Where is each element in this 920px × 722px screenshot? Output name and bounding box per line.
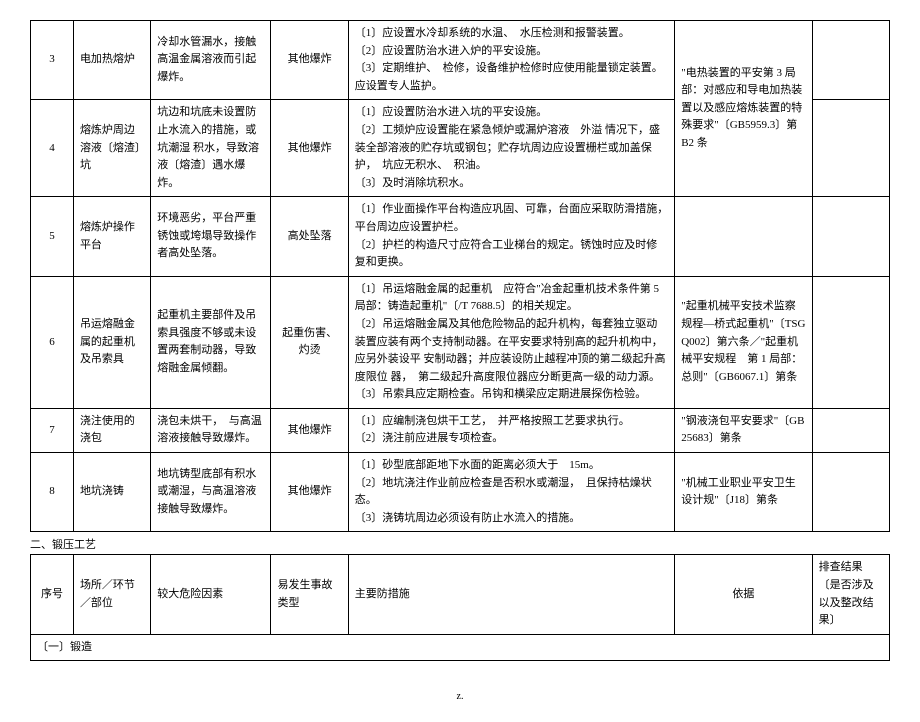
cell-type: 起重伤害、灼烫 xyxy=(271,276,348,408)
cell-result xyxy=(812,100,889,197)
sub-1: 〔一〕锻造 xyxy=(31,634,890,661)
cell-place: 电加热熔炉 xyxy=(73,21,150,100)
cell-measure: 〔1〕应设置防治水进入坑的平安设施。 〔2〕工频炉应设置能在紧急倾炉或漏炉溶液 … xyxy=(348,100,674,197)
hdr-num: 序号 xyxy=(31,555,74,634)
hdr-type: 易发生事故类型 xyxy=(271,555,348,634)
hdr-place: 场所／环节／部位 xyxy=(73,555,150,634)
cell-measure: 〔1〕吊运熔融金属的起重机 应符合"冶金起重机技术条件第 5 局部：铸造起重机"… xyxy=(348,276,674,408)
hdr-basis: 依据 xyxy=(675,555,812,634)
cell-num: 7 xyxy=(31,408,74,452)
cell-result xyxy=(812,453,889,532)
main-table: 3电加热熔炉冷却水管漏水，接触 高温金属溶液而引起爆炸。其他爆炸〔1〕应设置水冷… xyxy=(30,20,890,532)
cell-factor: 环境恶劣，平台严重锈蚀或垮塌导致操作者高处坠落。 xyxy=(151,197,271,276)
cell-num: 5 xyxy=(31,197,74,276)
cell-basis: "机械工业职业平安卫生设计规"〔J18〕第条 xyxy=(675,453,812,532)
cell-place: 熔炼炉操作平台 xyxy=(73,197,150,276)
hdr-result: 排查结果〔是否涉及以及整改结果〕 xyxy=(812,555,889,634)
cell-type: 其他爆炸 xyxy=(271,21,348,100)
cell-type: 其他爆炸 xyxy=(271,408,348,452)
cell-basis xyxy=(675,197,812,276)
cell-factor: 浇包未烘干， 与高温 溶液接触导致爆炸。 xyxy=(151,408,271,452)
cell-factor: 坑边和坑底未设置防止水流入的措施，或坑潮湿 积水，导致溶液〔熔渣〕遇水爆炸。 xyxy=(151,100,271,197)
hdr-measure: 主要防措施 xyxy=(348,555,674,634)
cell-place: 吊运熔融金属的起重机及吊索具 xyxy=(73,276,150,408)
cell-basis: "电热装置的平安第 3 局部：对感应和导电加热装置以及感应熔炼装置的特殊要求"〔… xyxy=(675,21,812,197)
cell-type: 其他爆炸 xyxy=(271,453,348,532)
table-row: 6吊运熔融金属的起重机及吊索具起重机主要部件及吊 索具强度不够或未设 置两套制动… xyxy=(31,276,890,408)
cell-place: 熔炼炉周边溶液〔熔渣〕坑 xyxy=(73,100,150,197)
cell-measure: 〔1〕作业面操作平台构造应巩固、可靠，台面应采取防滑措施， 平台周边应设置护栏。… xyxy=(348,197,674,276)
cell-place: 浇注使用的浇包 xyxy=(73,408,150,452)
hdr-factor: 较大危险因素 xyxy=(151,555,271,634)
cell-factor: 地坑铸型底部有积水 或潮湿，与高温溶液 接触导致爆炸。 xyxy=(151,453,271,532)
cell-num: 4 xyxy=(31,100,74,197)
cell-basis: "钢液浇包平安要求"〔GB 25683〕第条 xyxy=(675,408,812,452)
cell-basis: "起重机械平安技术监察规程—桥式起重机"〔TSG Q002〕第六条／"起重机械平… xyxy=(675,276,812,408)
table-2: 序号 场所／环节／部位 较大危险因素 易发生事故类型 主要防措施 依据 排查结果… xyxy=(30,554,890,661)
cell-result xyxy=(812,408,889,452)
table-2-sub: 〔一〕锻造 xyxy=(31,634,890,661)
cell-result xyxy=(812,276,889,408)
cell-num: 6 xyxy=(31,276,74,408)
cell-type: 其他爆炸 xyxy=(271,100,348,197)
table-2-header: 序号 场所／环节／部位 较大危险因素 易发生事故类型 主要防措施 依据 排查结果… xyxy=(31,555,890,634)
table-row: 3电加热熔炉冷却水管漏水，接触 高温金属溶液而引起爆炸。其他爆炸〔1〕应设置水冷… xyxy=(31,21,890,100)
cell-measure: 〔1〕应编制浇包烘干工艺， 并严格按照工艺要求执行。 〔2〕浇注前应进展专项检查… xyxy=(348,408,674,452)
cell-num: 8 xyxy=(31,453,74,532)
section-2-title: 二、锻压工艺 xyxy=(30,536,890,552)
table-row: 5熔炼炉操作平台环境恶劣，平台严重锈蚀或垮塌导致操作者高处坠落。高处坠落〔1〕作… xyxy=(31,197,890,276)
cell-measure: 〔1〕应设置水冷却系统的水温、 水压检测和报警装置。 〔2〕应设置防治水进入炉的… xyxy=(348,21,674,100)
cell-type: 高处坠落 xyxy=(271,197,348,276)
cell-place: 地坑浇铸 xyxy=(73,453,150,532)
cell-num: 3 xyxy=(31,21,74,100)
cell-factor: 起重机主要部件及吊 索具强度不够或未设 置两套制动器，导致 熔融金属倾翻。 xyxy=(151,276,271,408)
table-row: 8地坑浇铸地坑铸型底部有积水 或潮湿，与高温溶液 接触导致爆炸。其他爆炸〔1〕砂… xyxy=(31,453,890,532)
cell-factor: 冷却水管漏水，接触 高温金属溶液而引起爆炸。 xyxy=(151,21,271,100)
cell-result xyxy=(812,197,889,276)
page-footer: z. xyxy=(30,691,890,702)
cell-result xyxy=(812,21,889,100)
cell-measure: 〔1〕砂型底部距地下水面的距离必须大于 15m。 〔2〕地坑浇注作业前应检查是否… xyxy=(348,453,674,532)
table-row: 7浇注使用的浇包浇包未烘干， 与高温 溶液接触导致爆炸。其他爆炸〔1〕应编制浇包… xyxy=(31,408,890,452)
